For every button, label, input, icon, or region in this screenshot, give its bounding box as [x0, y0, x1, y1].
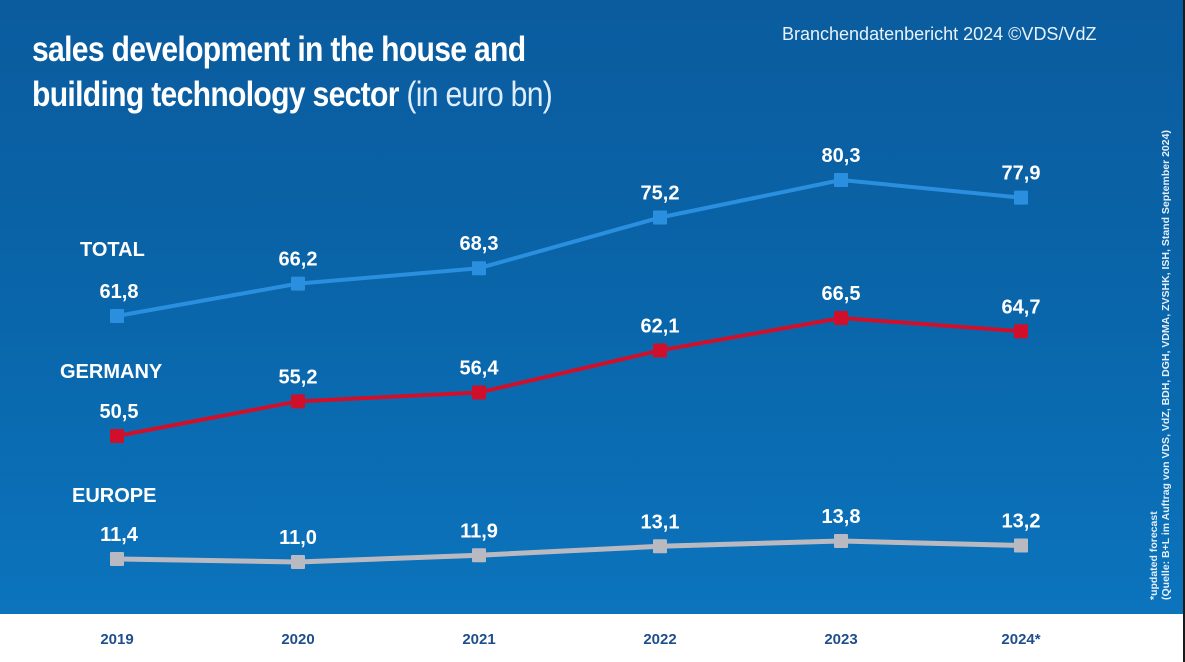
germany-point — [1014, 324, 1028, 339]
total-point — [110, 309, 124, 323]
total-data-label: 77,9 — [1002, 163, 1041, 185]
germany-data-label: 56,4 — [460, 357, 500, 379]
title-unit: (in euro bn) — [406, 75, 553, 114]
europe-series-label: EUROPE — [72, 485, 156, 507]
europe-point — [110, 552, 124, 566]
chart-background — [0, 0, 1183, 614]
source-credit: Branchendatenbericht 2024 ©VDS/VdZ — [782, 24, 1097, 44]
germany-series-label: GERMANY — [60, 361, 163, 383]
germany-point — [653, 343, 667, 358]
x-tick-label: 2019 — [100, 631, 133, 648]
germany-point — [834, 311, 848, 325]
europe-point — [834, 534, 848, 548]
germany-data-label: 66,5 — [822, 283, 861, 305]
germany-data-label: 55,2 — [279, 366, 318, 388]
x-tick-label: 2024* — [1001, 631, 1040, 648]
germany-point — [110, 429, 124, 443]
europe-series-line — [116, 538, 1022, 565]
total-series-label: TOTAL — [80, 239, 145, 261]
total-point — [834, 173, 848, 187]
chart-title-line1: sales development in the house and — [32, 30, 526, 70]
total-series-line — [116, 178, 1022, 318]
total-data-label: 66,2 — [279, 249, 318, 271]
total-point — [291, 276, 305, 291]
europe-point — [291, 555, 305, 569]
total-data-label: 68,3 — [460, 233, 499, 255]
europe-data-label: 11,4 — [100, 524, 139, 546]
europe-data-label: 11,9 — [460, 520, 498, 542]
europe-data-label: 13,8 — [822, 506, 861, 528]
europe-data-label: 11,0 — [279, 527, 317, 549]
europe-data-label: 13,2 — [1002, 511, 1041, 533]
europe-point — [653, 539, 667, 554]
germany-series-line — [116, 316, 1022, 438]
total-data-label: 75,2 — [641, 182, 680, 204]
germany-data-label: 50,5 — [100, 401, 139, 423]
title-text-2: building technology sector — [32, 75, 399, 114]
germany-point — [291, 394, 305, 409]
germany-data-label: 62,1 — [641, 315, 680, 337]
total-point — [653, 210, 667, 225]
europe-data-label: 13,1 — [641, 511, 680, 533]
x-tick-label: 2020 — [281, 631, 314, 648]
europe-point — [472, 548, 486, 563]
right-border — [1183, 0, 1185, 662]
total-point — [1014, 190, 1028, 205]
title-text-1: sales development in the house and — [32, 30, 526, 69]
x-tick-label: 2023 — [824, 631, 857, 648]
germany-point — [472, 385, 486, 400]
germany-data-label: 64,7 — [1002, 296, 1041, 318]
x-tick-label: 2021 — [462, 631, 495, 648]
europe-point — [1014, 538, 1028, 553]
total-point — [472, 261, 486, 276]
x-tick-label: 2022 — [643, 631, 676, 648]
total-data-label: 80,3 — [822, 145, 861, 167]
total-data-label: 61,8 — [100, 281, 139, 303]
chart-title-line2: building technology sector (in euro bn) — [32, 75, 553, 115]
